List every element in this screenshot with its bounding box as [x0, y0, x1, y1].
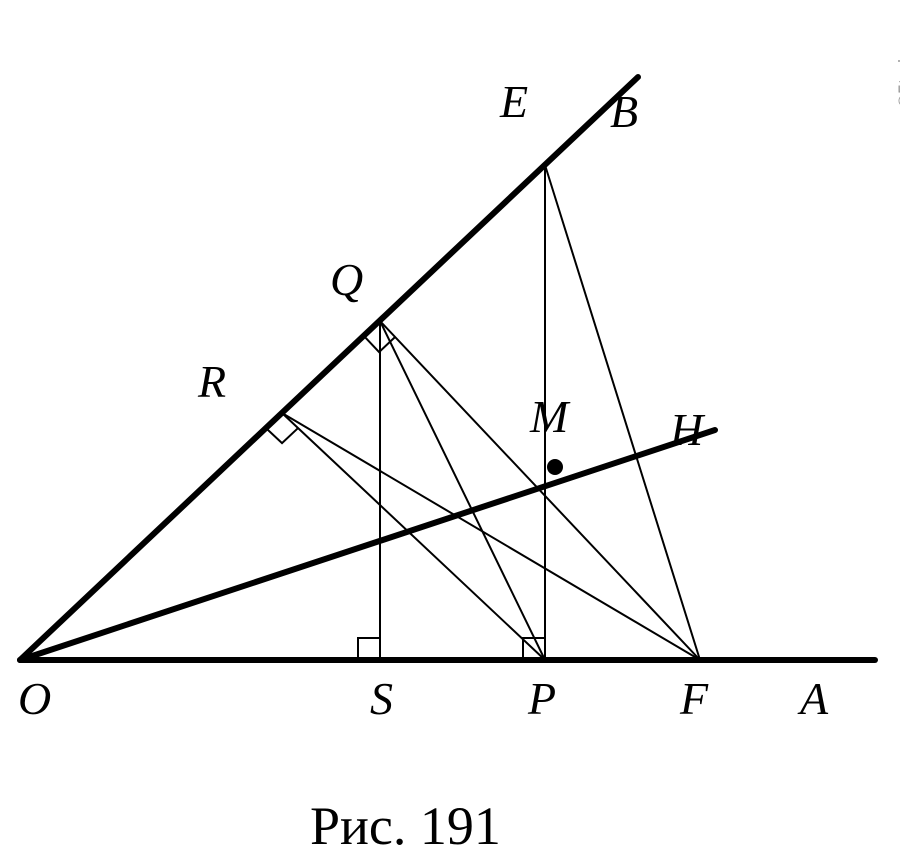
segment-R-F	[282, 413, 700, 660]
label-Q: Q	[330, 253, 363, 306]
label-A: A	[800, 672, 828, 725]
label-O: O	[18, 672, 51, 725]
label-B: B	[610, 85, 638, 138]
right-angle-R	[266, 428, 298, 443]
figure-caption: Рис. 191	[310, 795, 501, 857]
label-R: R	[198, 355, 226, 408]
label-E: E	[500, 75, 528, 128]
label-M: M	[530, 390, 568, 443]
right-angle-S	[358, 638, 380, 660]
label-S: S	[370, 672, 393, 725]
point-dot-M	[547, 459, 563, 475]
label-P: P	[528, 672, 556, 725]
segment-Q-P	[380, 321, 545, 660]
segment-R-P	[282, 413, 545, 660]
watermark-text: ©5terka.com	[895, 5, 900, 107]
label-F: F	[680, 672, 708, 725]
label-H: H	[670, 403, 703, 456]
geometry-diagram	[0, 0, 900, 863]
